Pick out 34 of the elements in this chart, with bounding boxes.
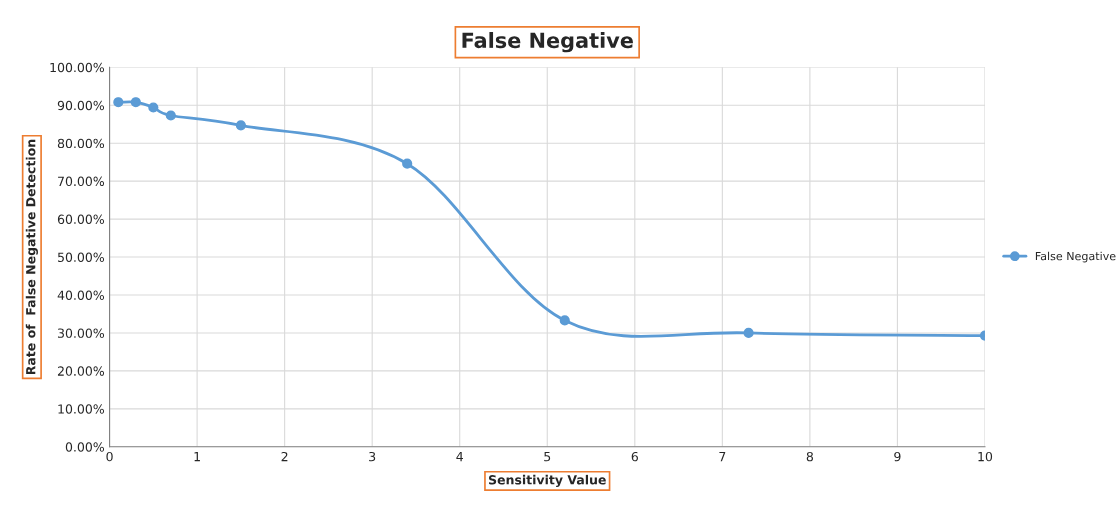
x-tick-label: 0 <box>106 451 113 462</box>
point <box>743 327 754 339</box>
point <box>402 158 413 169</box>
y-tick-label: 20.00% <box>57 366 105 376</box>
y-tick-label: 100.00% <box>50 62 105 73</box>
x-tick-label: 6 <box>631 451 638 462</box>
y-tick-label: 70.00% <box>58 176 105 187</box>
x-tick-label: 1 <box>194 452 200 462</box>
point <box>559 315 570 326</box>
y-tick-label: 40.00% <box>57 290 105 300</box>
x-axis-title: Sensitivity Value <box>488 474 606 488</box>
point <box>113 97 124 108</box>
y-tick-label: 0.00% <box>65 442 105 452</box>
chart-title: False Negative <box>462 32 633 53</box>
x-tick-label: 7 <box>719 452 726 462</box>
y-tick-label: 80.00% <box>57 138 105 149</box>
point <box>148 102 159 113</box>
x-tick-label: 4 <box>456 452 463 462</box>
y-tick-label: 90.00% <box>57 100 105 111</box>
x-tick-label: 3 <box>369 451 376 462</box>
x-tick-label: 8 <box>806 451 813 462</box>
x-tick-label: 5 <box>544 452 551 462</box>
x-tick-label: 10 <box>978 451 993 462</box>
y-axis-title: Rate of False Negative Detection <box>25 139 38 375</box>
legend-label: False Negative <box>1035 251 1116 263</box>
y-tick-label: 10.00% <box>58 404 105 414</box>
y-tick-label: 60.00% <box>57 214 105 225</box>
y-tick-label: 50.00% <box>58 252 105 262</box>
point <box>130 97 141 108</box>
x-tick-label: 2 <box>281 451 288 462</box>
point <box>165 110 176 121</box>
y-tick-label: 30.00% <box>57 328 105 338</box>
x-tick-label: 9 <box>894 451 901 462</box>
point <box>235 120 246 131</box>
